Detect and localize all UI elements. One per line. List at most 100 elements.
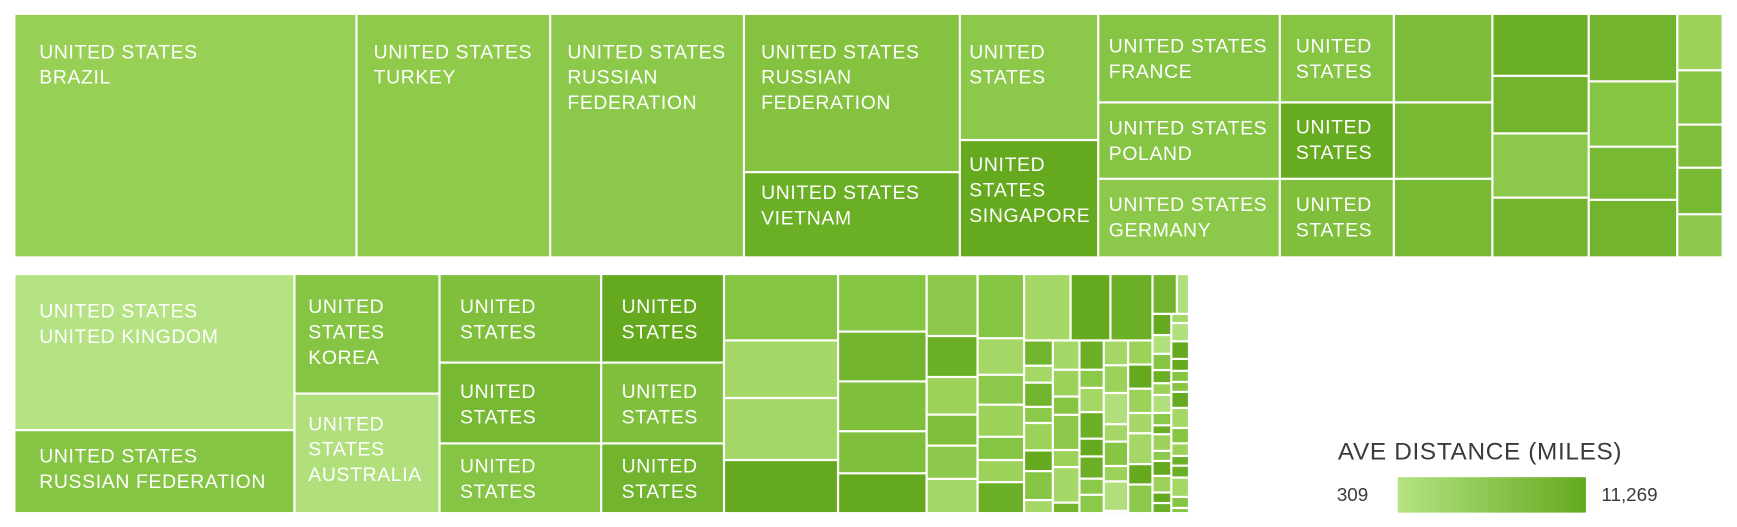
tile bbox=[724, 460, 839, 514]
tile bbox=[1052, 340, 1080, 370]
tile bbox=[1152, 383, 1172, 395]
tile-label: UNITED bbox=[969, 154, 1045, 176]
tile bbox=[1393, 13, 1493, 103]
tile bbox=[1079, 369, 1104, 388]
tile-label: FEDERATION bbox=[761, 92, 891, 114]
tile bbox=[926, 274, 978, 337]
tile bbox=[1079, 456, 1104, 479]
tile bbox=[743, 13, 960, 173]
tile bbox=[1052, 414, 1080, 451]
tile-label: AUSTRALIA bbox=[308, 464, 422, 486]
tile-label: UNITED bbox=[308, 413, 384, 435]
tile-label: RUSSIAN bbox=[761, 67, 852, 89]
tile-label: STATES bbox=[460, 481, 536, 503]
tile bbox=[294, 393, 440, 514]
tile bbox=[743, 172, 960, 258]
tile bbox=[1152, 450, 1172, 461]
tile bbox=[1024, 422, 1053, 451]
tile-label: VIETNAM bbox=[761, 207, 852, 229]
tile bbox=[1492, 133, 1589, 198]
tile bbox=[1279, 178, 1394, 258]
tile bbox=[1152, 503, 1172, 514]
tile bbox=[1492, 75, 1589, 134]
tile bbox=[1110, 274, 1153, 341]
tile-label: FRANCE bbox=[1109, 61, 1193, 83]
tile bbox=[1152, 434, 1172, 451]
tile bbox=[1024, 382, 1053, 407]
tile bbox=[1171, 477, 1190, 497]
tile-label: UNITED bbox=[460, 296, 536, 318]
tile bbox=[1279, 13, 1394, 103]
tile bbox=[439, 362, 602, 444]
tile bbox=[1171, 507, 1190, 514]
tile bbox=[977, 274, 1025, 339]
tile bbox=[1098, 102, 1280, 179]
tile bbox=[977, 436, 1025, 461]
legend-max: 11,269 bbox=[1601, 484, 1657, 505]
tile bbox=[1128, 388, 1153, 414]
tile-label: UNITED bbox=[622, 455, 698, 477]
tile bbox=[724, 340, 839, 399]
tile-label: GERMANY bbox=[1109, 220, 1212, 242]
tile-label: STATES bbox=[969, 67, 1045, 89]
tile-label: UNITED STATES bbox=[1109, 118, 1268, 140]
tile bbox=[439, 274, 602, 363]
tile bbox=[1079, 478, 1104, 495]
tile bbox=[601, 443, 725, 514]
tile bbox=[1098, 13, 1280, 103]
tile bbox=[1079, 494, 1104, 514]
tile-label: UNITED STATES bbox=[761, 182, 920, 204]
tile-label: STATES bbox=[1296, 61, 1372, 83]
tile bbox=[1098, 178, 1280, 258]
tile bbox=[1171, 323, 1190, 342]
tile-label: BRAZIL bbox=[39, 67, 111, 89]
tile-label: UNITED bbox=[1296, 194, 1372, 216]
legend-min: 309 bbox=[1337, 484, 1368, 505]
tile bbox=[1103, 481, 1129, 511]
tile bbox=[977, 482, 1025, 514]
tile-label: UNITED KINGDOM bbox=[39, 326, 218, 348]
tile bbox=[1128, 484, 1153, 514]
tile-label: UNITED bbox=[969, 41, 1045, 63]
tile-label: STATES bbox=[969, 180, 1045, 202]
tile-label: RUSSIAN bbox=[567, 67, 658, 89]
tile bbox=[1128, 364, 1153, 389]
tile bbox=[977, 460, 1025, 483]
tile bbox=[959, 13, 1099, 141]
tile bbox=[1588, 81, 1678, 147]
tile bbox=[1024, 471, 1053, 501]
tiles: UNITED STATES BRAZIL UNITED STATES TURKEY UN… bbox=[14, 13, 1723, 514]
tile bbox=[1103, 365, 1129, 394]
tile-label: UNITED bbox=[1296, 36, 1372, 58]
tile-label: STATES bbox=[622, 407, 698, 429]
tile-label: UNITED STATES bbox=[39, 41, 198, 63]
legend-gradient bbox=[1397, 477, 1586, 513]
tile-label: UNITED bbox=[622, 381, 698, 403]
tile bbox=[1103, 510, 1129, 514]
tile bbox=[1052, 369, 1080, 397]
tile bbox=[1171, 407, 1190, 428]
tile bbox=[14, 13, 357, 258]
tile-label: STATES bbox=[1296, 142, 1372, 164]
tile bbox=[1393, 178, 1493, 258]
tile bbox=[926, 478, 978, 514]
tile bbox=[926, 376, 978, 415]
tile bbox=[601, 362, 725, 444]
tile bbox=[1171, 381, 1190, 392]
tile bbox=[601, 274, 725, 363]
tile bbox=[1079, 387, 1104, 413]
tile bbox=[439, 443, 602, 514]
tile bbox=[1152, 475, 1172, 493]
tile-label: UNITED bbox=[622, 296, 698, 318]
tile-label: UNITED STATES bbox=[374, 41, 533, 63]
tile bbox=[1171, 455, 1190, 466]
tile bbox=[1152, 412, 1172, 426]
tile bbox=[1152, 274, 1177, 314]
tile bbox=[1677, 13, 1723, 71]
tile bbox=[724, 274, 839, 341]
tile bbox=[977, 374, 1025, 405]
tile-label: RUSSIAN FEDERATION bbox=[39, 471, 266, 493]
tile bbox=[1152, 492, 1172, 504]
tile bbox=[1103, 424, 1129, 442]
